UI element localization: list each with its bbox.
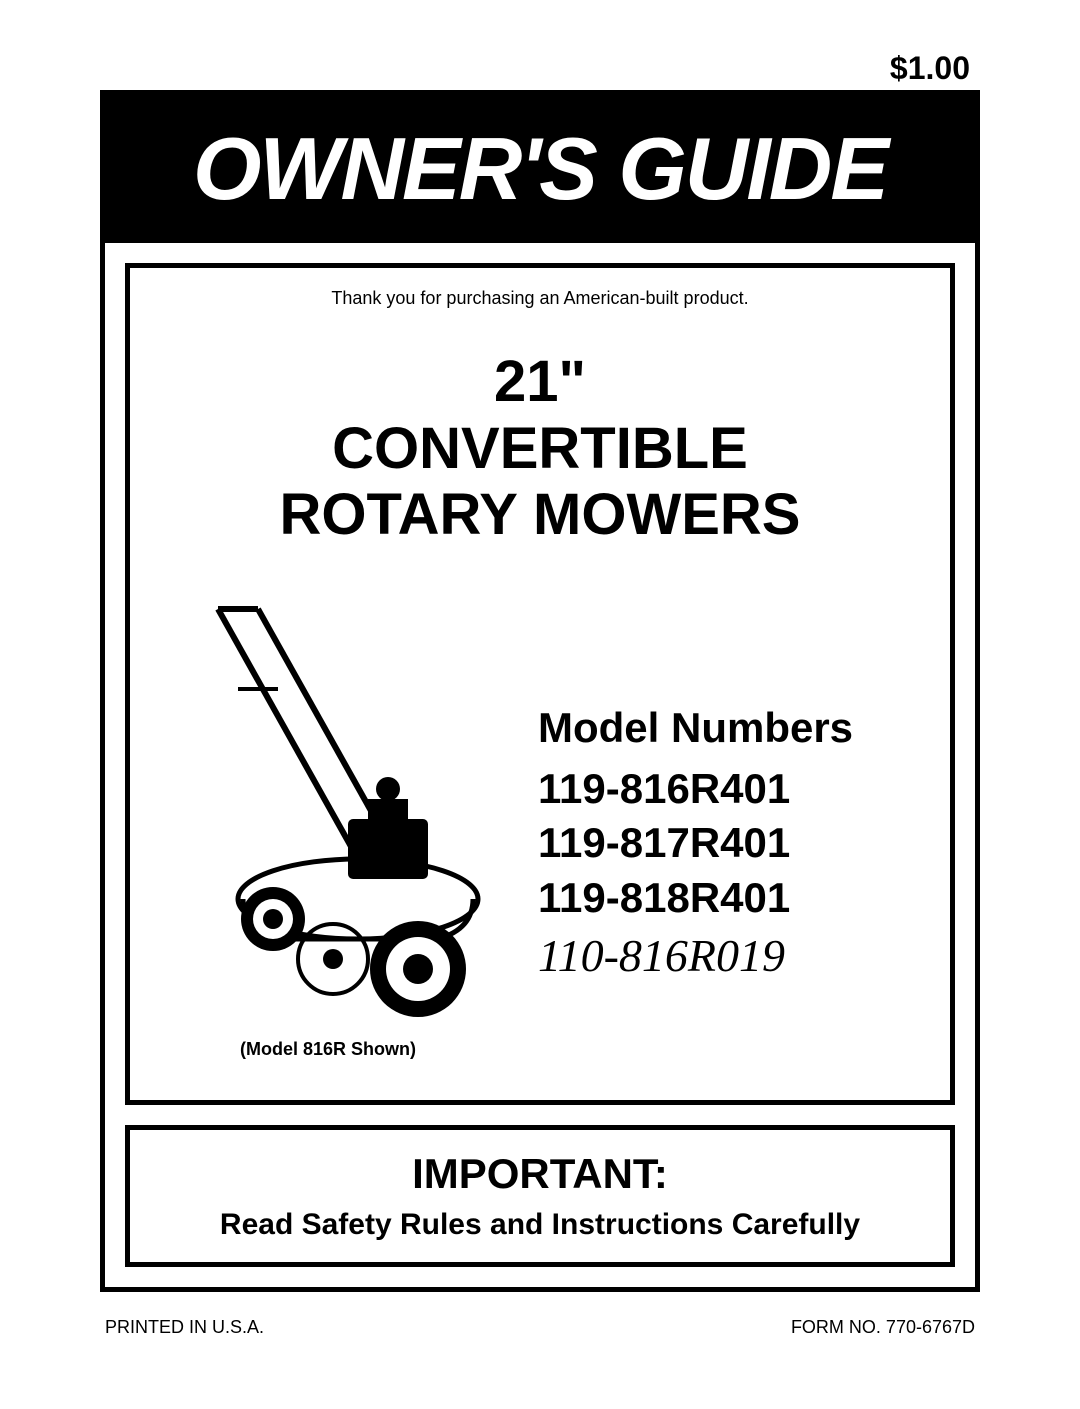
model-shown-caption: (Model 816R Shown) [158,1039,498,1060]
title-type2: ROTARY MOWERS [158,482,922,549]
important-heading: IMPORTANT: [150,1150,930,1198]
thank-you-text: Thank you for purchasing an American-bui… [158,288,922,309]
model-number-2: 119-817R401 [538,816,922,871]
model-numbers-heading: Model Numbers [538,704,922,752]
owners-guide-banner: OWNER'S GUIDE [105,95,975,243]
safety-instructions-text: Read Safety Rules and Instructions Caref… [150,1208,930,1242]
mower-icon [158,589,498,1029]
handwritten-model-number: 110-816R019 [538,926,922,986]
image-column: (Model 816R Shown) [158,589,498,1060]
content-row: (Model 816R Shown) Model Numbers 119-816… [158,589,922,1060]
title-type1: CONVERTIBLE [158,416,922,483]
footer: PRINTED IN U.S.A. FORM NO. 770-6767D [100,1317,980,1338]
document-page: $1.00 OWNER'S GUIDE Thank you for purcha… [0,0,1080,1409]
important-box: IMPORTANT: Read Safety Rules and Instruc… [125,1125,955,1267]
price-label: $1.00 [890,50,970,87]
model-info: Model Numbers 119-816R401 119-817R401 11… [538,664,922,986]
form-number: FORM NO. 770-6767D [791,1317,975,1338]
mower-illustration [158,589,498,1029]
printed-in-usa: PRINTED IN U.S.A. [105,1317,264,1338]
product-title: 21" CONVERTIBLE ROTARY MOWERS [158,349,922,549]
title-size: 21" [158,349,922,416]
model-number-3: 119-818R401 [538,871,922,926]
outer-frame: OWNER'S GUIDE Thank you for purchasing a… [100,90,980,1292]
model-number-1: 119-816R401 [538,762,922,817]
content-frame: Thank you for purchasing an American-bui… [125,263,955,1105]
